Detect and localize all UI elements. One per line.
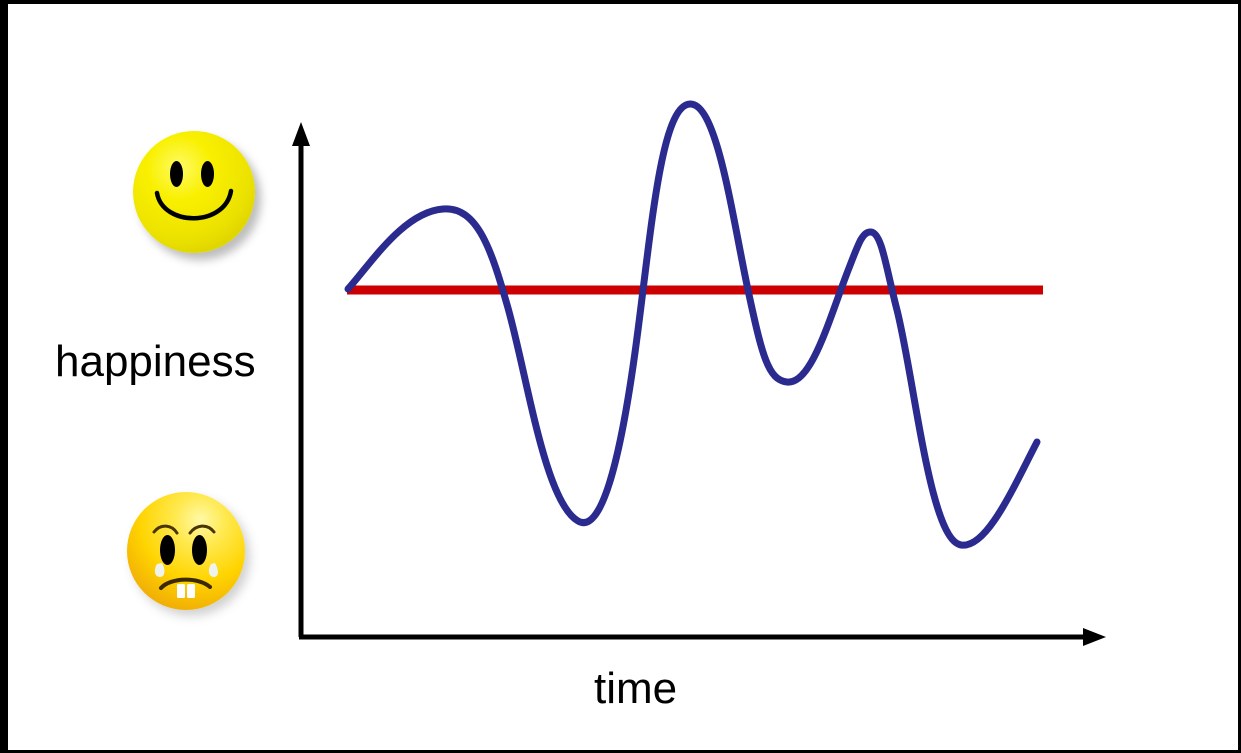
y-axis-label: happiness [55,337,256,386]
sad-face-icon [127,492,245,610]
sad-face-right-eye-icon [192,535,207,565]
happy-face-left-eye-icon [170,161,183,187]
happiness-curve [344,100,1041,549]
frame-border-top [0,0,1241,4]
frame-border-right [1238,0,1241,753]
x-axis-label: time [594,664,678,713]
frame-border-bottom [0,750,1241,753]
happy-face-mouth-icon [154,188,234,221]
sad-face-features-icon [152,524,218,598]
arrow-up-icon [292,122,310,146]
happy-face-icon [133,131,255,253]
sad-face-left-eye-icon [160,535,175,565]
happy-face-right-eye-icon [201,161,214,187]
frame-border-left [0,0,8,753]
arrow-right-icon [1083,628,1106,646]
